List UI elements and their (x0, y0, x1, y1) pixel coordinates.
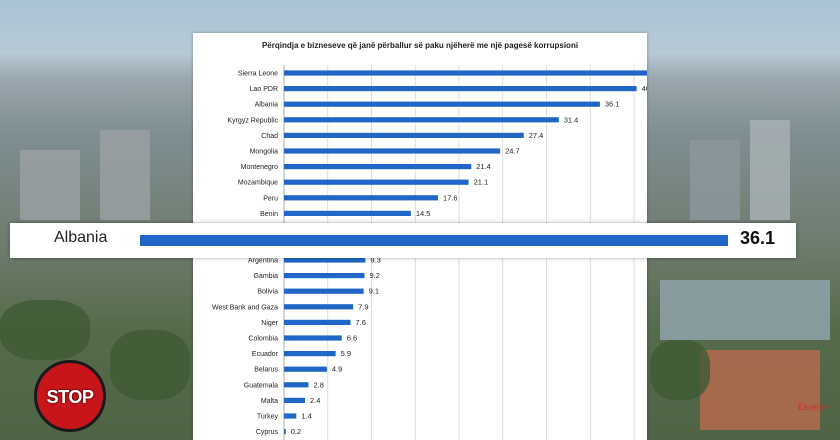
bar (284, 288, 364, 294)
bar (284, 86, 637, 92)
category-label: Mongolia (250, 149, 279, 156)
bar (284, 101, 600, 107)
data-label: 2.8 (314, 380, 324, 389)
bar (284, 366, 327, 372)
bar (284, 117, 559, 123)
data-label: 4.9 (332, 365, 342, 374)
stop-logo: STOP (34, 360, 106, 432)
category-label: Belarus (254, 367, 278, 374)
highlight-value: 36.1 (740, 228, 776, 248)
data-label: 7.6 (356, 318, 366, 327)
bar (284, 257, 366, 263)
data-label: 1.4 (301, 412, 311, 421)
bar (284, 397, 305, 403)
category-label: Ecuador (252, 351, 279, 358)
category-label: Bolivia (257, 289, 278, 296)
category-label: Niger (261, 320, 278, 327)
category-label: Chad (261, 133, 278, 140)
channel-watermark: Ekran H (798, 402, 831, 412)
data-label: 14.5 (416, 209, 431, 218)
data-label: 27.4 (529, 131, 544, 140)
data-label: 6.6 (347, 334, 357, 343)
bar (284, 319, 351, 325)
category-label: Kyrgyz Republic (227, 117, 278, 124)
bar (284, 304, 354, 310)
chart-title: Përqindja e bizneseve që janë përballur … (261, 41, 579, 50)
category-label: Cyprus (256, 429, 279, 436)
data-label: 9.3 (370, 256, 380, 265)
category-label: West Bank and Gaza (212, 304, 278, 311)
data-label: 0.2 (291, 427, 301, 436)
data-label: 9.1 (369, 287, 379, 296)
bar (284, 273, 365, 279)
data-label: 5.9 (341, 349, 351, 358)
category-label: Argentina (248, 258, 278, 265)
highlight-banner: Albania 36.1 (10, 223, 796, 258)
bar (284, 179, 469, 185)
category-label: Malta (261, 398, 278, 405)
data-label: 21.1 (474, 178, 489, 187)
category-label: Montenegro (241, 164, 278, 171)
category-label: Guatemala (244, 382, 278, 389)
category-label: Turkey (257, 414, 279, 421)
data-label: 9.2 (370, 271, 380, 280)
bar (284, 164, 472, 170)
data-label: 2.4 (310, 396, 320, 405)
category-label: Benin (260, 211, 278, 218)
bar (284, 413, 297, 419)
data-label: 40.3 (642, 84, 647, 93)
bar (284, 70, 647, 76)
data-label: 24.7 (505, 147, 520, 156)
category-label: Peru (263, 195, 278, 202)
highlight-bar (140, 235, 728, 246)
data-label: 17.6 (443, 193, 458, 202)
category-label: Lao PDR (250, 86, 278, 93)
category-label: Mozambique (238, 180, 278, 187)
category-label: Colombia (248, 336, 278, 343)
bar (284, 148, 501, 154)
data-label: 31.4 (564, 115, 579, 124)
bar (284, 210, 411, 216)
highlight-label: Albania (54, 229, 108, 246)
bar (284, 382, 309, 388)
bar (284, 195, 438, 201)
stop-logo-text: STOP (46, 387, 94, 407)
bar (284, 351, 336, 357)
data-label: 21.4 (476, 162, 491, 171)
bar (284, 132, 524, 138)
data-label: 7.9 (358, 302, 368, 311)
category-label: Sierra Leone (238, 71, 278, 78)
data-label: 36.1 (605, 100, 620, 109)
bar (284, 429, 286, 435)
category-label: Albania (255, 102, 278, 109)
bar (284, 335, 342, 341)
category-label: Gambia (253, 273, 278, 280)
